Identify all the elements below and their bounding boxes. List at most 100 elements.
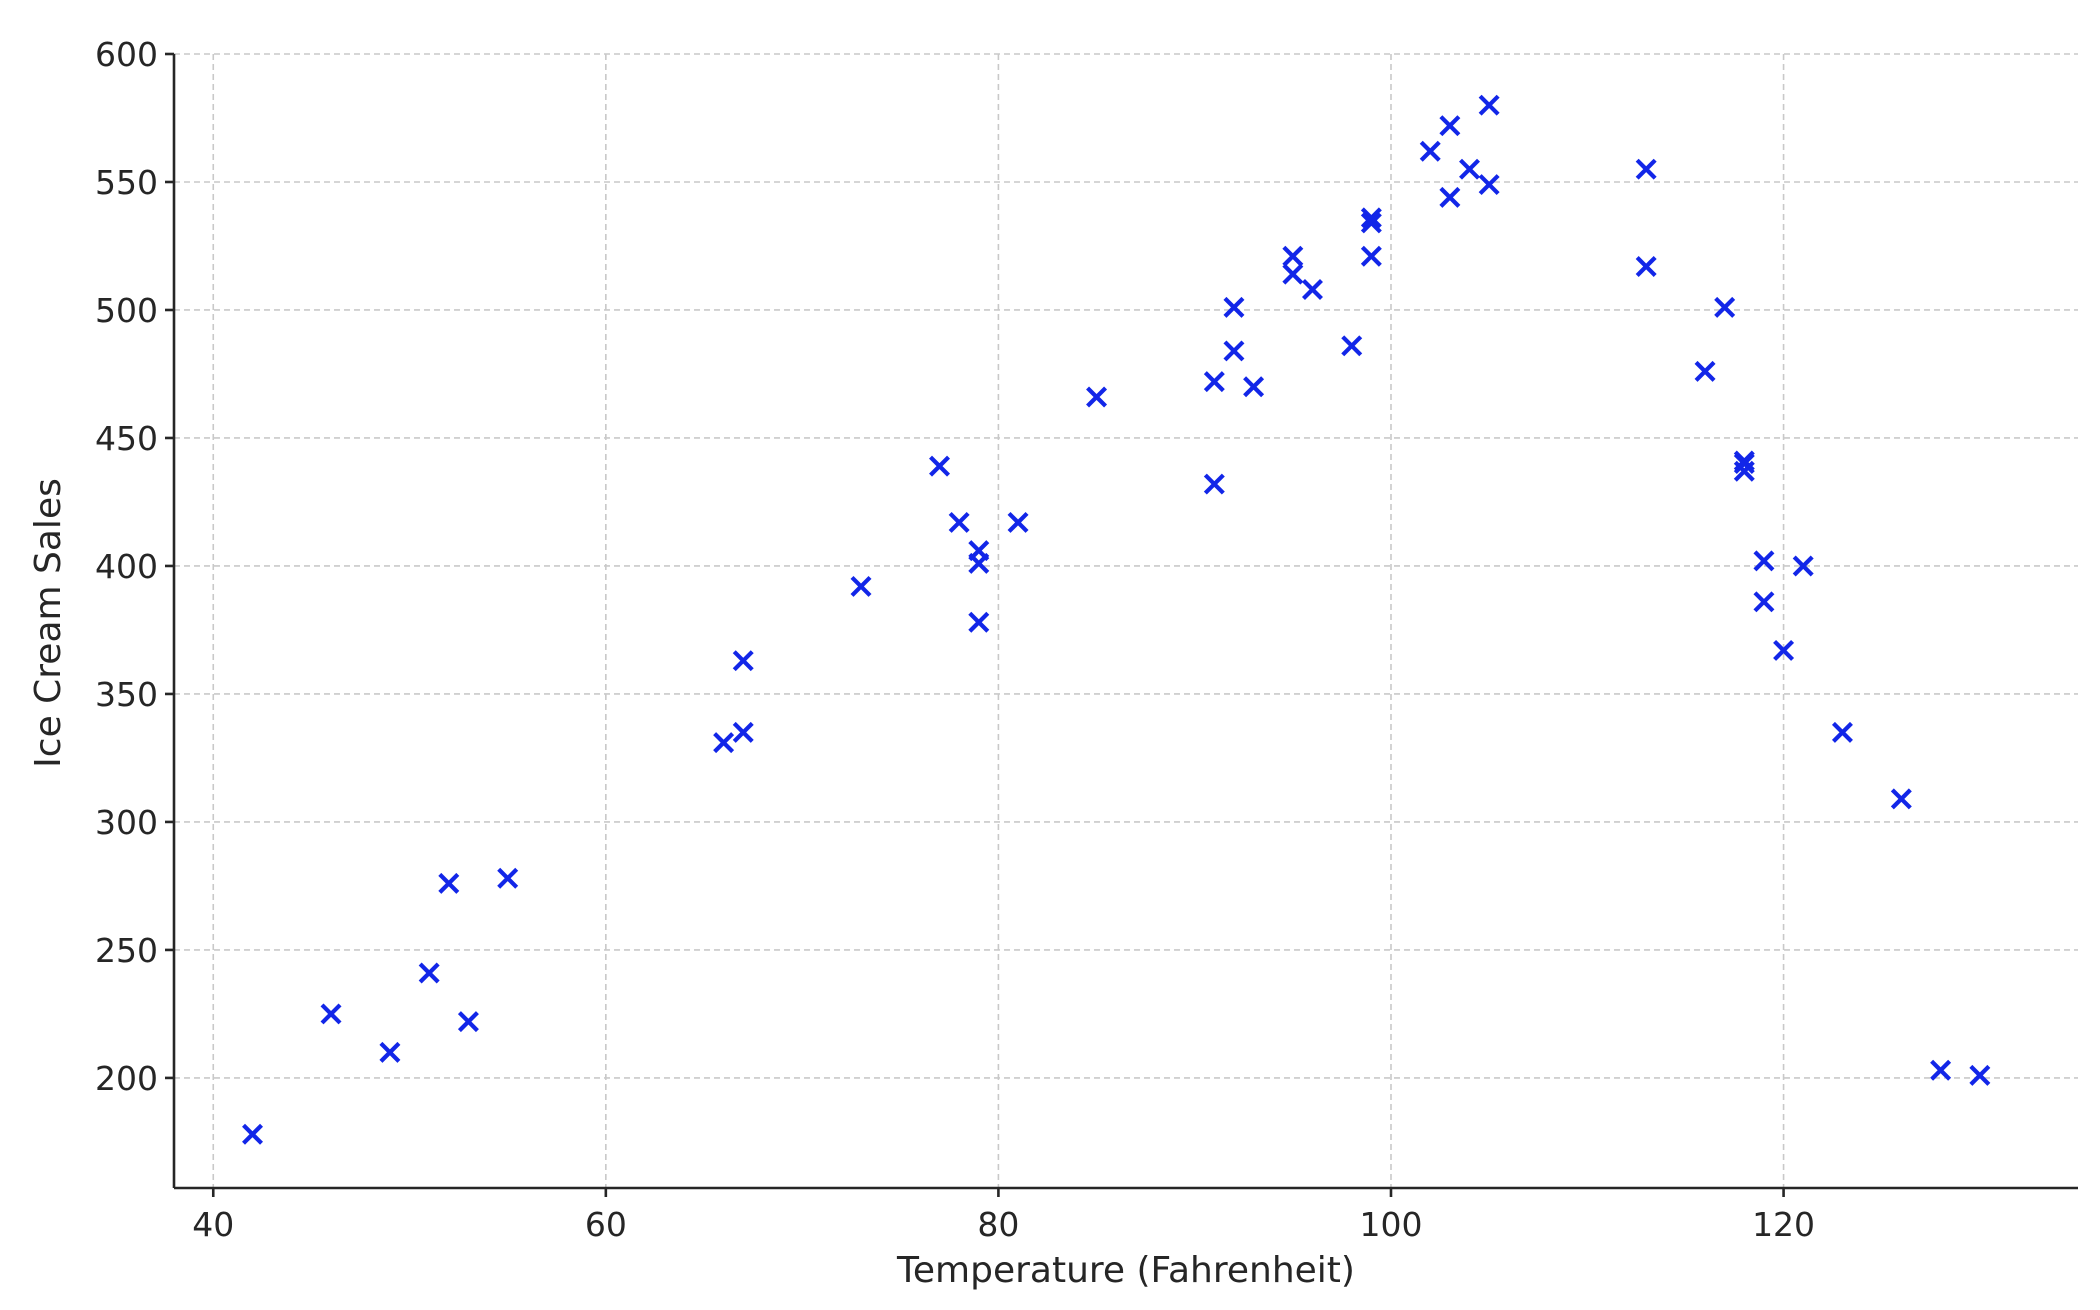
marker-stroke [1773,639,1795,661]
x-tick-label: 40 [192,1205,234,1244]
axes [172,54,2078,1190]
data-point [1341,335,1363,357]
marker-stroke [1930,1059,1952,1081]
marker-stroke [1341,335,1363,357]
data-point [1086,386,1108,408]
data-point [497,867,519,889]
marker-stroke [1360,245,1382,267]
marker-stroke [438,872,460,894]
data-point [968,540,990,562]
marker-stroke [1635,158,1657,180]
data-point [1792,555,1814,577]
x-axis-label: Temperature (Fahrenheit) [896,1250,1355,1291]
data-point [418,962,440,984]
data-point [438,872,460,894]
marker-stroke [1635,255,1657,277]
data-point [1635,255,1657,277]
x-tick-label: 60 [585,1205,627,1244]
data-point [1733,450,1755,472]
data-point [713,732,735,754]
marker-stroke [929,455,951,477]
y-tick-label: 500 [95,291,158,330]
data-point [1439,115,1461,137]
marker-stroke [1223,296,1245,318]
x-tick-label: 80 [977,1205,1019,1244]
y-tick-label: 300 [95,803,158,842]
y-tick-label: 550 [95,163,158,202]
marker-stroke [242,1123,264,1145]
data-point [1360,207,1382,229]
marker-stroke [968,540,990,562]
marker-stroke [320,1003,342,1025]
data-point [929,455,951,477]
marker-stroke [418,962,440,984]
data-point [1694,360,1716,382]
y-tick-label: 200 [95,1059,158,1098]
marker-stroke [1301,279,1323,300]
marker-stroke [732,650,754,672]
data-point [850,575,872,597]
marker-stroke [1360,212,1382,234]
data-point [1203,371,1225,393]
marker-stroke [713,732,735,754]
marker-stroke [1714,296,1736,318]
data-point [948,511,970,533]
data-point [1753,550,1775,572]
y-tick-label: 400 [95,547,158,586]
marker-stroke [1969,1064,1991,1086]
data-point [1223,340,1245,362]
y-tick-label: 350 [95,675,158,714]
data-point [1478,94,1500,116]
marker-stroke [1831,721,1853,743]
marker-stroke [1086,386,1108,408]
marker-stroke [1733,450,1755,472]
marker-stroke [1203,473,1225,495]
marker-stroke [1478,174,1500,196]
grid [174,53,2078,1188]
data-point [1439,186,1461,208]
data-point [1419,140,1441,162]
marker-stroke [1223,340,1245,362]
data-point [242,1123,264,1145]
data-point [1714,296,1736,318]
data-point [1223,296,1245,318]
marker-stroke [1792,555,1814,577]
x-tick-label: 120 [1752,1205,1815,1244]
marker-stroke [948,511,970,533]
marker-stroke [1439,115,1461,137]
marker-stroke [1753,591,1775,613]
marker-stroke [1243,376,1265,398]
data-point [732,721,754,743]
data-point [1831,721,1853,743]
data-point [1969,1064,1991,1086]
marker-stroke [1419,140,1441,162]
marker-stroke [497,867,519,889]
data-point [1773,639,1795,661]
marker-stroke [1753,550,1775,572]
data-point [1635,158,1657,180]
data-point [1243,376,1265,398]
marker-stroke [379,1041,401,1063]
marker-stroke [732,721,754,743]
y-tick-label: 450 [95,419,158,458]
marker-stroke [1439,186,1461,208]
data-point [1301,279,1323,300]
data-point [379,1041,401,1063]
data-point [968,611,990,633]
marker-stroke [850,575,872,597]
marker-stroke [457,1011,479,1033]
data-point [1890,788,1912,810]
y-axis-label: Ice Cream Sales [28,478,69,768]
data-point [1930,1059,1952,1081]
data-point [1282,263,1304,285]
y-axis-ticks: 200 250 300 350 400 450 500 550 600 [95,35,174,1098]
data-point [1007,511,1029,533]
y-tick-label: 250 [95,931,158,970]
marker-stroke [1007,511,1029,533]
marker-stroke [1360,207,1382,229]
x-tick-label: 100 [1359,1205,1422,1244]
data-point [457,1011,479,1033]
data-point [1478,174,1500,196]
